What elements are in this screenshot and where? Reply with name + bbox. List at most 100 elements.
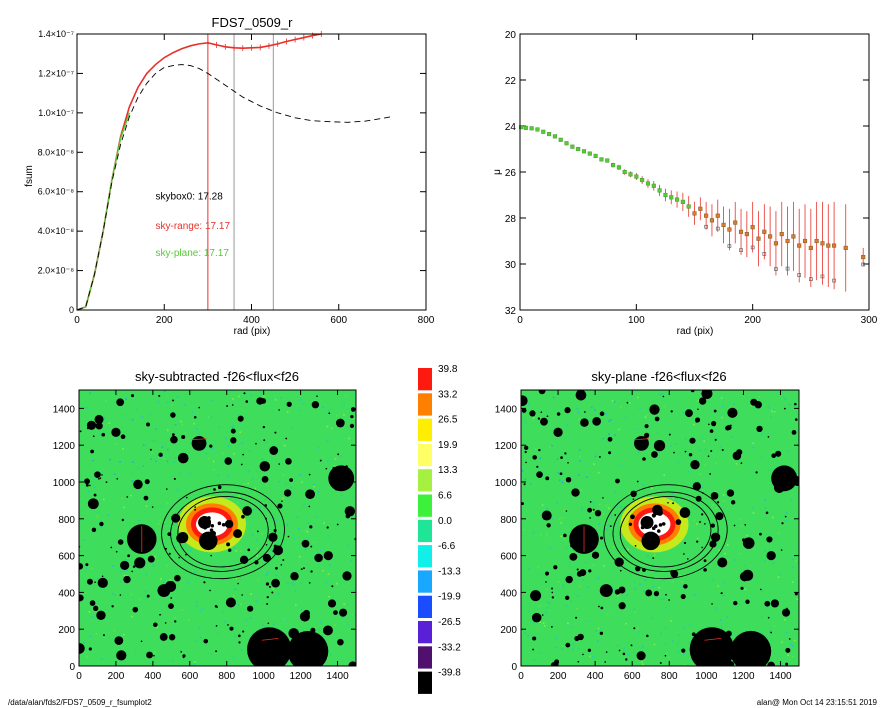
sky-subtracted-x-tick-label: 1000 bbox=[253, 671, 276, 682]
sky-plane-mask bbox=[726, 489, 735, 497]
mu-point bbox=[523, 125, 528, 130]
sky-plane-noise bbox=[741, 391, 744, 393]
sky-plane-noise bbox=[789, 404, 792, 406]
sky-plane-noise bbox=[618, 428, 621, 431]
sky-subtracted-mask-small bbox=[247, 548, 251, 552]
sky-plane-noise bbox=[633, 608, 636, 610]
mu-point bbox=[564, 141, 569, 146]
sky-plane-noise bbox=[704, 448, 707, 451]
sky-plane-noise bbox=[652, 585, 655, 588]
colorbar-swatch bbox=[418, 469, 432, 492]
sky-plane-noise bbox=[681, 581, 683, 583]
sky-subtracted-mask-small bbox=[215, 625, 218, 627]
sky-subtracted-mask bbox=[199, 531, 218, 551]
sky-plane-mask-small bbox=[708, 423, 710, 426]
sky-plane-noise bbox=[677, 461, 679, 464]
sky-plane-mask-small bbox=[684, 450, 687, 453]
sky-plane-noise bbox=[634, 610, 637, 613]
sky-plane-noise bbox=[557, 581, 560, 583]
sky-plane-mask-small bbox=[703, 568, 707, 572]
sky-subtracted-noise bbox=[340, 494, 343, 497]
sky-subtracted-noise bbox=[90, 567, 93, 570]
sky-plane-noise bbox=[761, 590, 764, 592]
sky-plane-mask-small bbox=[582, 653, 584, 656]
fsum-y-tick-label: 1.2×10⁻⁷ bbox=[38, 68, 74, 78]
sky-plane-mask-small bbox=[651, 451, 658, 458]
sky-plane-noise bbox=[693, 423, 695, 426]
fsum-y-tick-label: 1.4×10⁻⁷ bbox=[38, 29, 74, 39]
sky-plane-noise bbox=[522, 411, 525, 414]
sky-plane-mask bbox=[698, 397, 707, 405]
sky-plane-mask-small bbox=[707, 455, 710, 457]
sky-subtracted-noise bbox=[189, 473, 191, 475]
sky-subtracted-mask-small bbox=[79, 594, 84, 602]
sky-plane-noise bbox=[547, 601, 549, 603]
sky-subtracted-noise bbox=[167, 448, 169, 451]
mu-point bbox=[593, 153, 598, 158]
sky-plane-noise bbox=[687, 641, 690, 644]
sky-plane-mask-small bbox=[630, 644, 633, 647]
sky-plane-noise bbox=[620, 510, 622, 513]
sky-plane-mask bbox=[565, 575, 573, 584]
mu-point bbox=[756, 236, 761, 241]
sky-plane-noise bbox=[546, 507, 548, 510]
sky-subtracted-noise bbox=[100, 658, 103, 660]
sky-plane-x-tick-label: 1200 bbox=[732, 671, 755, 682]
sky-plane-noise bbox=[625, 622, 627, 625]
sky-subtracted-noise bbox=[334, 624, 336, 626]
sky-plane-noise bbox=[751, 446, 754, 449]
sky-plane-mask-small bbox=[524, 450, 527, 454]
mu-point bbox=[529, 126, 534, 131]
sky-plane-core-dot bbox=[651, 526, 656, 531]
sky-subtracted-noise bbox=[109, 458, 112, 461]
sky-subtracted-noise bbox=[274, 399, 277, 401]
sky-plane-mask-small bbox=[662, 395, 665, 398]
sky-plane-noise bbox=[785, 519, 787, 522]
sky-plane-noise bbox=[591, 655, 594, 658]
sky-subtracted-mask-small bbox=[326, 526, 329, 529]
sky-subtracted-mask-small bbox=[309, 525, 313, 529]
sky-subtracted-mask bbox=[283, 489, 292, 497]
sky-plane-mask-small bbox=[710, 492, 719, 500]
sky-plane-mask-small bbox=[634, 544, 637, 547]
sky-plane-title: sky-plane -f26<flux<f26 bbox=[591, 369, 726, 384]
sky-subtracted-mask-small bbox=[215, 650, 218, 653]
sky-subtracted-mask-small bbox=[314, 553, 323, 563]
sky-plane-noise bbox=[780, 663, 783, 665]
sky-plane-noise bbox=[521, 470, 524, 472]
mu-point bbox=[651, 183, 656, 188]
sky-plane-mask-small bbox=[609, 525, 612, 528]
sky-subtracted-mask bbox=[323, 550, 333, 561]
colorbar-label: 0.0 bbox=[438, 516, 452, 527]
sky-plane-mask-small bbox=[556, 412, 561, 416]
mu-point bbox=[640, 178, 645, 183]
fsum-annotation: sky-plane: 17.17 bbox=[156, 248, 230, 259]
sky-plane-mask-small bbox=[740, 462, 743, 464]
sky-plane-noise bbox=[683, 653, 685, 655]
sky-subtracted-mask-small bbox=[86, 420, 97, 430]
sky-plane-y-tick-label: 600 bbox=[500, 552, 517, 563]
sky-plane-noise bbox=[610, 514, 613, 517]
sky-subtracted-mask-small bbox=[79, 643, 85, 654]
sky-plane-noise bbox=[568, 561, 571, 564]
sky-subtracted-noise bbox=[166, 401, 169, 404]
colorbar-swatch bbox=[418, 570, 432, 593]
sky-subtracted-mask-small bbox=[277, 503, 283, 509]
sky-subtracted-noise bbox=[166, 502, 169, 505]
sky-plane-noise bbox=[721, 416, 723, 419]
sky-subtracted-mask-small bbox=[88, 647, 92, 651]
sky-plane-noise bbox=[667, 656, 670, 659]
sky-plane-mask-small bbox=[575, 616, 578, 619]
sky-subtracted-noise bbox=[145, 505, 148, 507]
sky-subtracted-noise bbox=[237, 414, 239, 416]
sky-subtracted-mask-small bbox=[91, 422, 94, 425]
mu-point bbox=[611, 163, 616, 168]
sky-subtracted-noise bbox=[172, 503, 175, 505]
sky-subtracted-noise bbox=[280, 397, 282, 399]
sky-plane-y-tick-label: 200 bbox=[500, 625, 517, 636]
sky-plane-mask-small bbox=[672, 502, 675, 505]
sky-plane-noise bbox=[674, 443, 677, 445]
sky-plane-noise bbox=[556, 458, 559, 461]
sky-subtracted-noise bbox=[233, 656, 236, 659]
sky-subtracted-noise bbox=[103, 498, 105, 501]
